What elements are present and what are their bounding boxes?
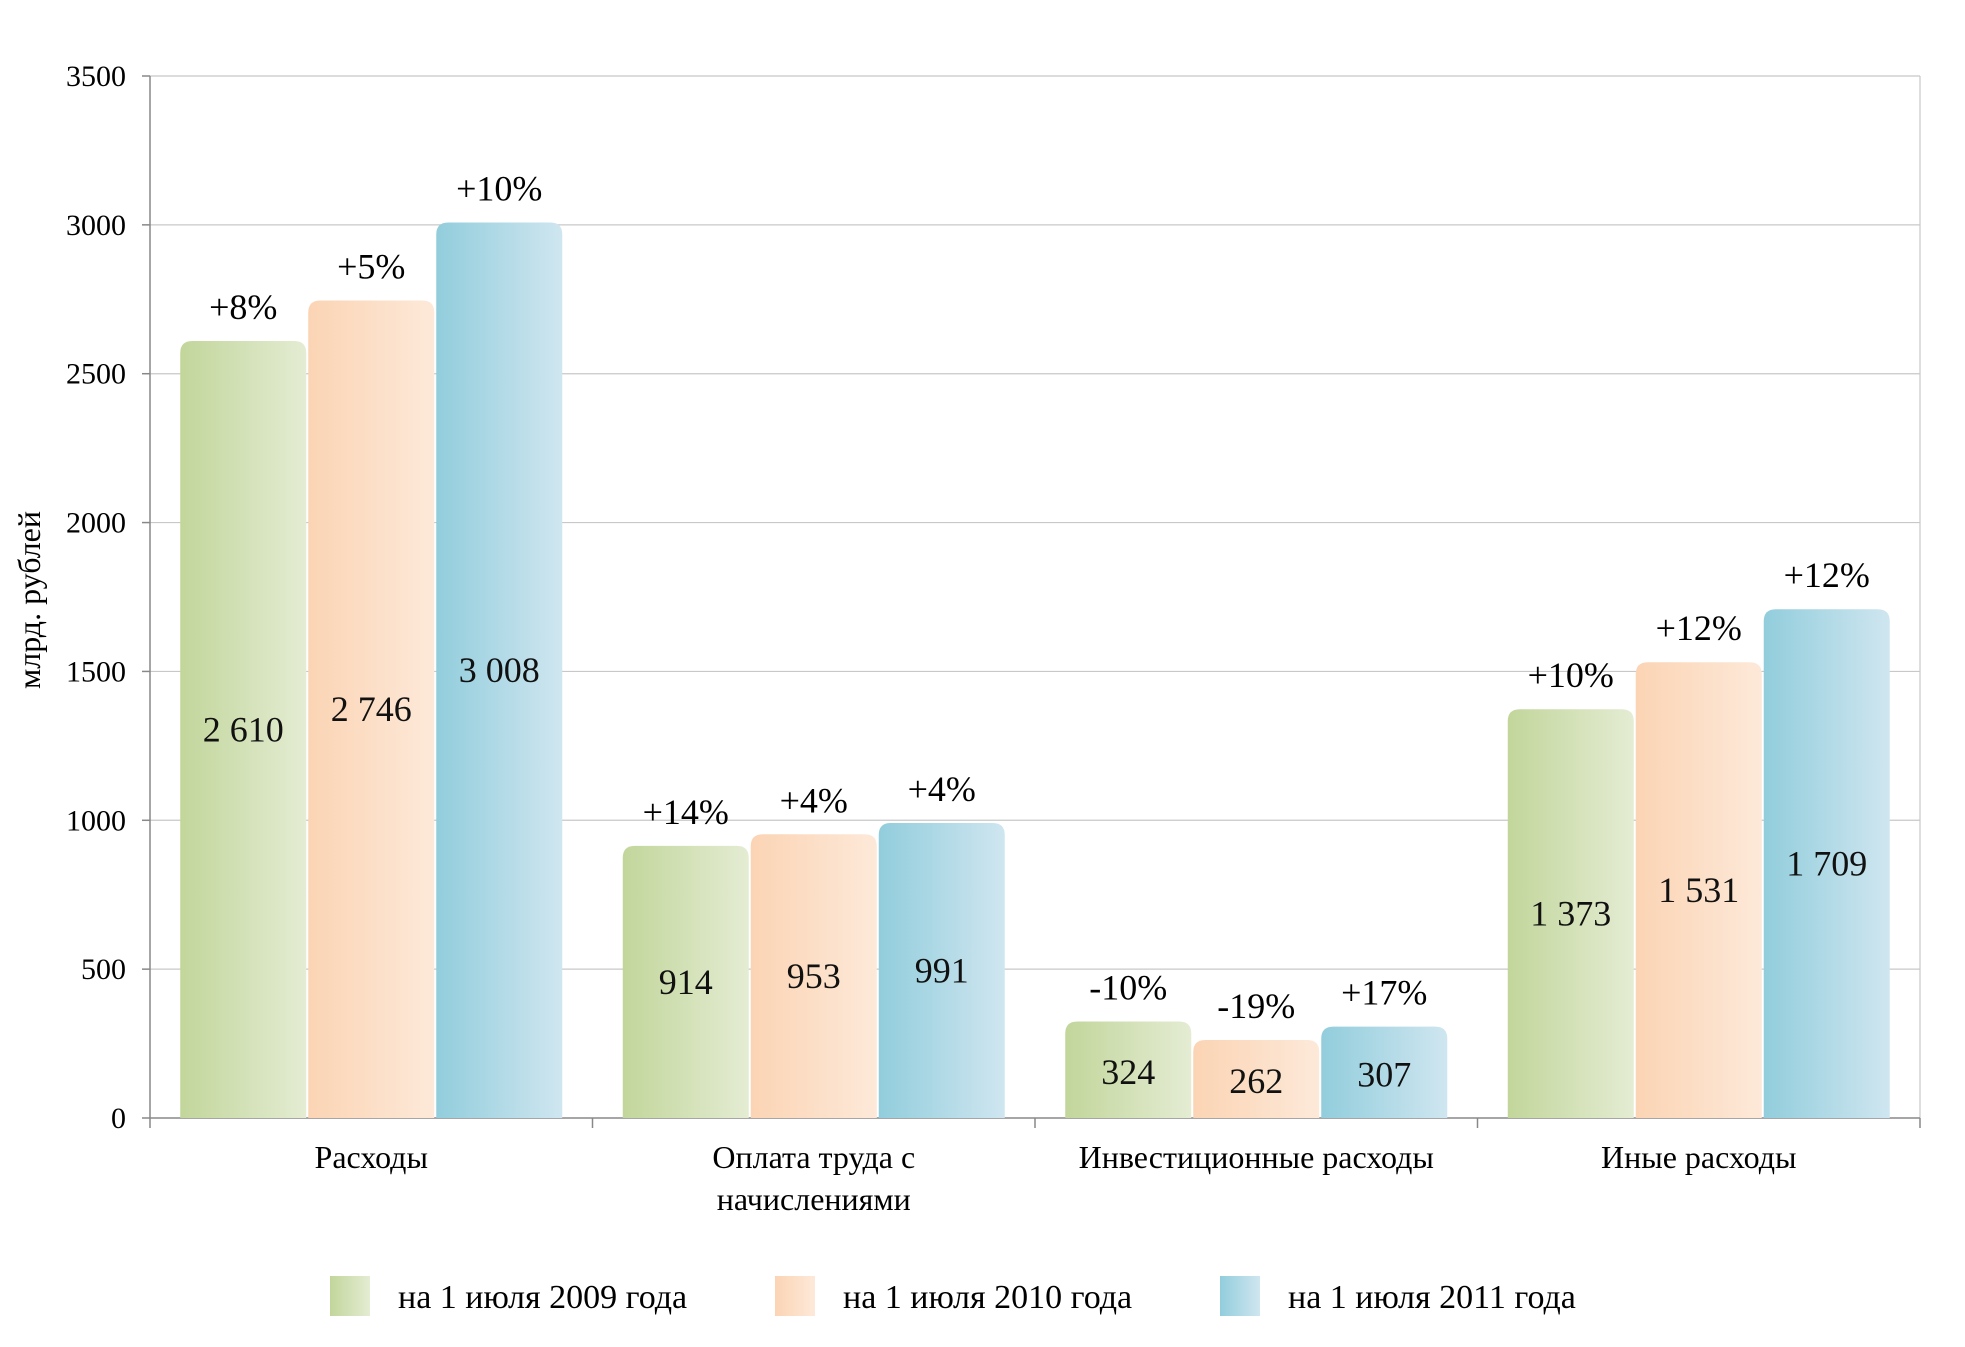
y-tick-label: 2500 xyxy=(66,358,126,391)
bar xyxy=(436,222,563,1118)
bar xyxy=(750,834,877,1118)
bar-value-label: 2 746 xyxy=(331,689,412,729)
x-category-label: Оплата труда с xyxy=(712,1139,915,1175)
bar-change-label: +4% xyxy=(908,769,976,809)
bar xyxy=(1065,1021,1192,1118)
y-tick-label: 3000 xyxy=(66,209,126,242)
legend-label: на 1 июля 2011 года xyxy=(1288,1279,1576,1316)
y-tick-label: 0 xyxy=(111,1102,126,1135)
bar-value-label: 307 xyxy=(1357,1054,1411,1094)
bar-value-label: 1 373 xyxy=(1530,894,1611,934)
bars xyxy=(180,222,1890,1119)
bar-change-label: +14% xyxy=(643,792,729,832)
legend-swatch xyxy=(1220,1276,1260,1316)
y-tick-label: 1000 xyxy=(66,804,126,837)
bar-value-label: 324 xyxy=(1101,1052,1155,1092)
bar-value-label: 1 709 xyxy=(1786,844,1867,884)
legend-swatch xyxy=(775,1276,815,1316)
y-tick-label: 500 xyxy=(81,953,126,986)
bar-change-label: +17% xyxy=(1341,973,1427,1013)
bar-value-label: 262 xyxy=(1229,1061,1283,1101)
legend-label: на 1 июля 2009 года xyxy=(398,1279,687,1316)
bar-value-label: 3 008 xyxy=(459,650,540,690)
x-category-label: Иные расходы xyxy=(1601,1139,1797,1175)
axes: 0 500 1000 1500 2000 2500 3000 3500 Расходы Оплат… xyxy=(66,60,1921,1217)
y-tick-label: 1500 xyxy=(66,655,126,688)
y-tick-label: 3500 xyxy=(66,60,126,93)
bar-change-label: +12% xyxy=(1656,608,1742,648)
bar xyxy=(308,300,435,1118)
bar-change-label: +5% xyxy=(337,246,405,286)
bar-change-label: +10% xyxy=(1528,655,1614,695)
legend-label: на 1 июля 2010 года xyxy=(843,1279,1132,1316)
bar xyxy=(878,822,1005,1118)
bar-value-label: 1 531 xyxy=(1658,870,1739,910)
bar-change-label: +4% xyxy=(780,780,848,820)
bar-value-label: 991 xyxy=(915,950,969,990)
bar xyxy=(1321,1026,1448,1118)
bar xyxy=(1635,662,1762,1118)
y-axis-label: млрд. рублей xyxy=(11,511,47,689)
bar-change-label: +12% xyxy=(1784,555,1870,595)
y-tick-label: 2000 xyxy=(66,507,126,540)
x-category-label: начислениями xyxy=(717,1181,911,1217)
bar xyxy=(1193,1039,1320,1118)
bar xyxy=(1507,709,1634,1118)
bar-value-label: 914 xyxy=(659,962,713,1002)
legend: на 1 июля 2009 года на 1 июля 2010 года на… xyxy=(330,1276,1576,1316)
bar-change-label: -10% xyxy=(1089,968,1167,1008)
bar xyxy=(1763,609,1890,1118)
bar-value-label: 953 xyxy=(787,956,841,996)
x-category-label: Инвестиционные расходы xyxy=(1079,1139,1434,1175)
legend-swatch xyxy=(330,1276,370,1316)
x-category-label: Расходы xyxy=(315,1139,428,1175)
bar-change-label: +8% xyxy=(209,287,277,327)
bar xyxy=(180,340,307,1119)
data-labels: 2 610 +8% 2 746 +5% 3 008 +10% 914 +14% 953 +4% 99… xyxy=(203,168,1870,1101)
bar-value-label: 2 610 xyxy=(203,709,284,749)
bar xyxy=(622,845,749,1118)
bar-change-label: -19% xyxy=(1217,986,1295,1026)
bar-change-label: +10% xyxy=(456,168,542,208)
